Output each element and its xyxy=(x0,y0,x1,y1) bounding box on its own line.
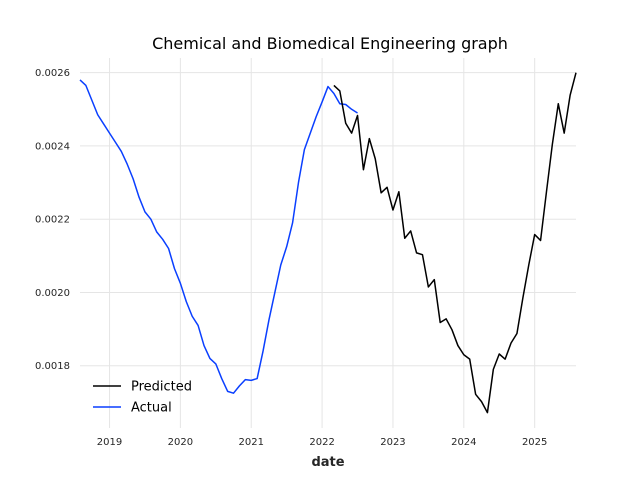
tick-layer: 2019 2020 2021 2022 2023 2024 2025 0.0018 0.0020… xyxy=(35,68,547,448)
x-tick-label: 2019 xyxy=(97,437,122,448)
x-tick-label: 2020 xyxy=(168,437,193,448)
chart-title: Chemical and Biomedical Engineering grap… xyxy=(152,34,508,53)
x-tick-label: 2023 xyxy=(380,437,405,448)
x-axis-label: date xyxy=(311,455,344,470)
legend-label-actual: Actual xyxy=(131,401,172,416)
grid-layer xyxy=(80,58,576,428)
y-tick-label: 0.0024 xyxy=(35,141,70,152)
legend-label-predicted: Predicted xyxy=(131,380,192,395)
x-tick-label: 2022 xyxy=(309,437,334,448)
series-layer xyxy=(79,72,577,414)
x-tick-label: 2025 xyxy=(522,437,547,448)
series-line-actual xyxy=(79,79,358,394)
y-tick-label: 0.0026 xyxy=(35,68,70,79)
series-line-predicted xyxy=(333,72,577,414)
y-tick-label: 0.0022 xyxy=(35,215,70,226)
legend: Predicted Actual xyxy=(93,380,192,416)
x-tick-label: 2024 xyxy=(451,437,476,448)
y-tick-label: 0.0018 xyxy=(35,361,70,372)
y-tick-label: 0.0020 xyxy=(35,288,70,299)
x-tick-label: 2021 xyxy=(239,437,264,448)
